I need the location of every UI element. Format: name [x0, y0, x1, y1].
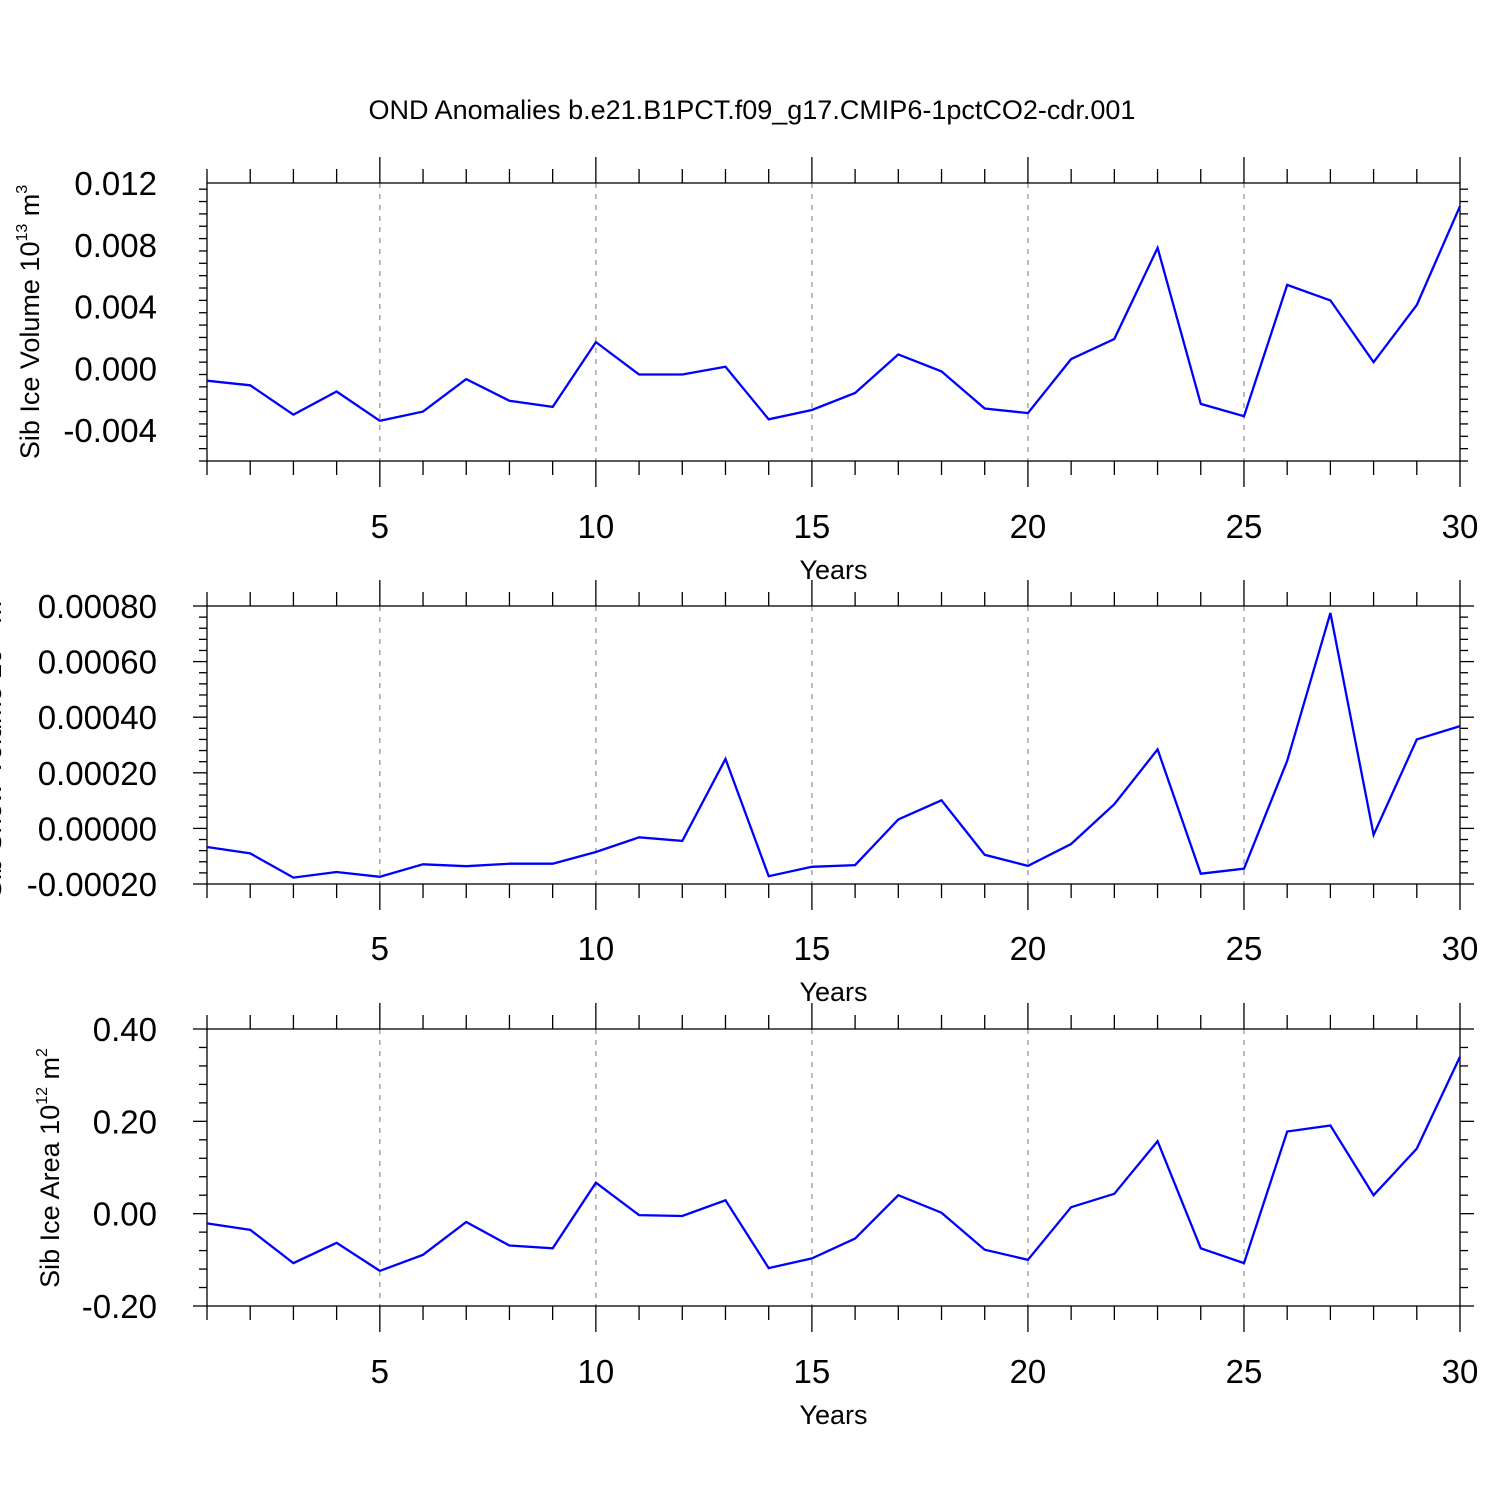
- x-tick-label: 15: [794, 508, 831, 545]
- y-tick-label: 0.008: [74, 227, 157, 264]
- x-tick-label: 30: [1442, 1353, 1479, 1390]
- y-tick-label: 0.000: [74, 350, 157, 387]
- y-tick-label: 0.012: [74, 165, 157, 202]
- chart-title: OND Anomalies b.e21.B1PCT.f09_g17.CMIP6-…: [369, 95, 1136, 125]
- series-line: [206, 205, 1462, 423]
- y-tick-label: -0.004: [63, 412, 157, 449]
- y-tick-label: 0.00080: [38, 588, 157, 625]
- plot-frame: [206, 1028, 1461, 1307]
- x-tick-label: 10: [578, 930, 615, 967]
- y-tick-label: 0.40: [93, 1011, 157, 1048]
- x-tick-label: 5: [371, 1353, 389, 1390]
- plot-frame: [206, 605, 1461, 885]
- x-tick-label: 20: [1010, 930, 1047, 967]
- panel-sib-ice-area: 5 10 15 20 25 30 -0.20 0.00 0.20 0.40 Years Sib Ice…: [34, 1003, 1478, 1430]
- y-axis-label: Sib Ice Volume 1013 m3: [14, 185, 45, 459]
- x-tick-label: 5: [371, 930, 389, 967]
- x-tick-label: 30: [1442, 930, 1479, 967]
- x-axis-label: Years: [799, 977, 867, 1007]
- x-tick-label: 30: [1442, 508, 1479, 545]
- x-tick-label: 25: [1226, 930, 1263, 967]
- y-tick-label: 0.00020: [38, 755, 157, 792]
- x-tick-label: 15: [794, 1353, 831, 1390]
- y-tick-label: -0.00020: [27, 866, 157, 903]
- x-axis-label: Years: [799, 555, 867, 585]
- x-tick-label: 25: [1226, 508, 1263, 545]
- y-tick-label: 0.00: [93, 1196, 157, 1233]
- x-tick-label: 20: [1010, 1353, 1047, 1390]
- x-tick-label: 5: [371, 508, 389, 545]
- x-tick-label: 10: [578, 1353, 615, 1390]
- plot-frame: [206, 182, 1461, 462]
- panel-sib-ice-volume: 5 10 15 20 25 30 -0.004 0.000 0.004 0.008 0.012 Yea…: [14, 157, 1478, 585]
- y-tick-label: -0.20: [82, 1288, 157, 1325]
- y-axis-label: Sib Snow Volume 1013 m3: [0, 592, 7, 898]
- x-axis-label: Years: [799, 1400, 867, 1430]
- y-tick-label: 0.00000: [38, 810, 157, 847]
- x-tick-label: 25: [1226, 1353, 1263, 1390]
- x-tick-label: 20: [1010, 508, 1047, 545]
- panel-sib-snow-volume: 5 10 15 20 25 30 -0.00020 0.00000 0.00020 0.00040…: [0, 580, 1478, 1007]
- y-axis-label: Sib Ice Area 1012 m2: [34, 1048, 65, 1288]
- series-line: [206, 612, 1461, 879]
- series-line: [206, 1056, 1462, 1273]
- x-tick-label: 10: [578, 508, 615, 545]
- y-tick-label: 0.004: [74, 289, 157, 326]
- x-tick-label: 15: [794, 930, 831, 967]
- y-tick-label: 0.20: [93, 1103, 157, 1140]
- y-tick-label: 0.00040: [38, 699, 157, 736]
- y-tick-label: 0.00060: [38, 644, 157, 681]
